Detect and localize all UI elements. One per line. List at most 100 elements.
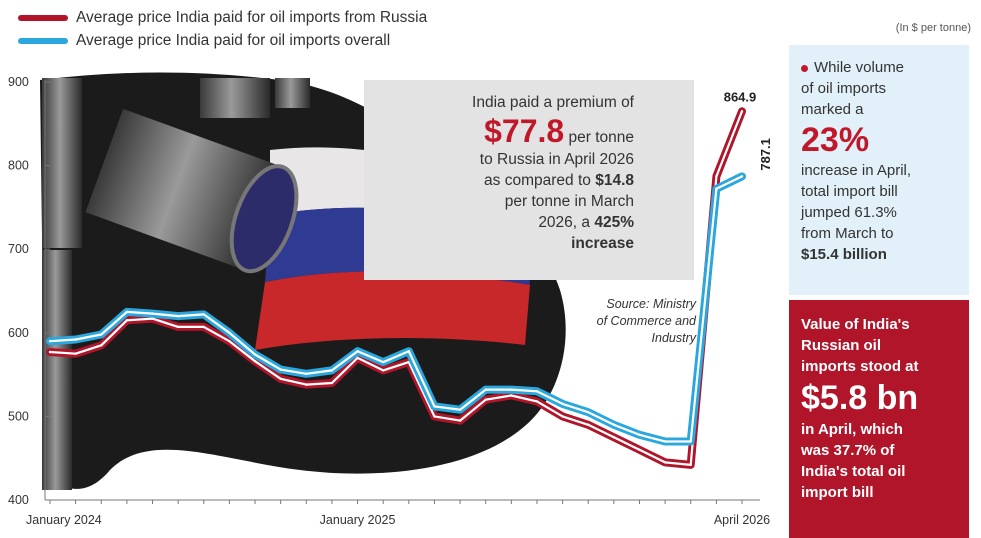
flag-red-stripe [255,271,530,350]
sidebar-volume-text: While volume of oil imports marked a 23%… [801,57,961,265]
data-point-russia [176,325,180,329]
data-point-overall [587,411,590,414]
data-label-overall: 787.1 [758,138,773,171]
data-point-russia [561,415,564,418]
data-point-overall [356,349,359,353]
sidebar-top-line-8: from March to [801,225,894,242]
y-tick-label: 800 [8,159,29,173]
barrel-tilted [85,108,299,274]
data-point-russia [381,369,385,372]
data-point-overall [151,312,154,315]
data-point-overall [715,187,718,190]
data-point-overall [638,433,641,436]
barrel-tilted-end [229,164,299,274]
sidebar-bottom-line-5: in April, which [801,421,903,438]
legend-swatch-russia [18,14,68,21]
data-point-russia [228,339,231,343]
data-point-russia [151,317,154,320]
data-point-overall [202,313,205,316]
y-tick-label: 700 [8,242,29,256]
data-point-russia [510,394,513,397]
sidebar-russian-imports-text: Value of India's Russian oil imports sto… [801,314,961,503]
y-tick-label: 900 [8,75,29,89]
data-point-russia [74,352,77,355]
sidebar-bottom-line-7: India's total oil [801,463,906,480]
data-point-russia [125,319,129,322]
data-point-overall [74,338,77,341]
bullet-icon [801,64,808,72]
callout-line-1: India paid a premium of [472,94,634,111]
data-point-overall [535,390,539,393]
data-point-overall [433,405,436,408]
data-point-overall [612,423,616,426]
data-point-overall [228,331,231,334]
callout-line-2: $77.8 per tonne [374,113,634,149]
callout-line-7: increase [571,235,634,252]
data-point-overall [125,310,129,314]
callout-line-6-pre: 2026, a [538,214,595,231]
data-point-russia [433,415,436,418]
sidebar-bottom-line-2: Russian oil [801,337,882,354]
legend-item-russia: Average price India paid for oil imports… [18,6,427,29]
source-line-2: of Commerce and [596,314,696,328]
sidebar-top-line-2: of oil imports [801,80,887,97]
data-point-russia [330,381,334,385]
callout-march-value: $14.8 [595,172,634,189]
data-point-overall [253,353,257,356]
y-axis: 400 500 600 700 800 900 [8,75,50,507]
y-tick-label: 600 [8,326,29,340]
data-point-russia [535,400,539,403]
data-point-russia [202,325,205,329]
sidebar-bottom-line-6: was 37.7% of [801,442,895,459]
source-line-3: Industry [651,331,696,345]
oil-barrels [42,78,310,490]
data-point-russia [48,350,52,354]
sidebar-russian-imports-value: $5.8 bn [801,379,919,417]
data-point-overall [510,388,513,391]
data-point-russia [689,463,692,467]
sidebar-top-line-5: increase in April, [801,162,912,179]
legend: Average price India paid for oil imports… [18,6,427,52]
data-point-overall [100,333,103,336]
data-point-overall [663,440,667,443]
data-point-russia [279,377,282,380]
sidebar-bottom-line-1: Value of India's [801,316,910,333]
callout-premium-suffix: per tonne [564,129,634,146]
sidebar-top-line-3: marked a [801,101,864,118]
x-tick-label: January 2024 [26,513,102,527]
unit-note: (In $ per tonne) [895,22,971,34]
data-point-overall [407,349,411,353]
sidebar-top-line-6: total import bill [801,183,898,200]
callout-line-5: per tonne in March [504,193,634,210]
barrel-left-2 [42,250,72,490]
data-point-overall [330,369,334,372]
premium-callout: India paid a premium of $77.8 per tonne … [364,80,694,280]
legend-label-russia: Average price India paid for oil imports… [76,8,428,26]
data-point-overall [279,368,282,371]
x-tick-label: April 2026 [714,513,770,527]
callout-line-4-pre: as compared to [484,172,596,189]
data-point-russia [305,383,308,386]
x-tick-label: January 2025 [320,513,396,527]
data-point-russia [587,423,590,426]
sidebar-volume-pct: 23% [801,121,870,159]
legend-label-overall: Average price India paid for oil imports… [76,31,391,49]
data-point-russia [484,398,487,401]
source-note: Source: Ministry of Commerce and Industr… [540,296,696,347]
data-point-russia [740,110,744,113]
sidebar-russian-imports-panel: Value of India's Russian oil imports sto… [789,300,969,538]
sidebar-top-line-1-text: While volume [814,59,905,76]
series-line-overall-inner [48,175,744,443]
premium-callout-text: India paid a premium of $77.8 per tonne … [374,92,634,254]
barrel-top-2 [275,78,310,108]
callout-line-3: to Russia in April 2026 [479,151,634,168]
callout-premium-value: $77.8 [484,113,565,149]
data-point-overall [48,339,52,343]
sidebar-import-bill-value: $15.4 billion [801,246,887,263]
data-point-russia [253,360,257,363]
x-axis: January 2024 January 2025 April 2026 [26,499,770,527]
data-point-overall [305,372,308,375]
sidebar-bottom-line-8: import bill [801,484,874,501]
data-label-russia: 864.9 [724,89,757,104]
data-point-russia [663,461,667,464]
